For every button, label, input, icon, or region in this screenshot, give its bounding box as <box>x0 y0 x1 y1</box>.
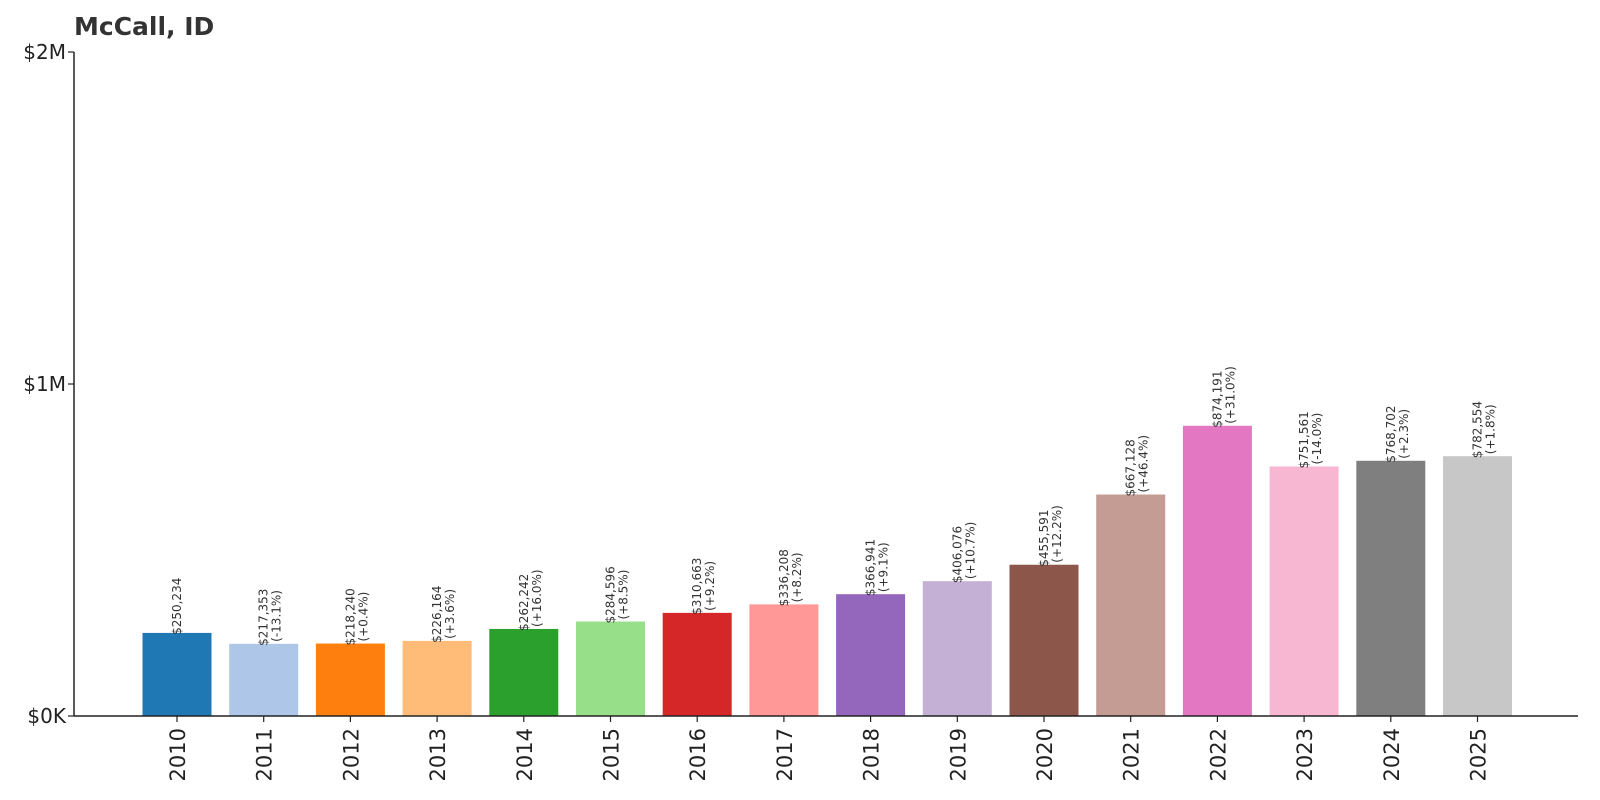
bar-2024 <box>1356 460 1426 716</box>
bars-layer <box>142 425 1512 716</box>
x-tick-label-2010: 2010 <box>166 728 190 781</box>
change-label-2014: (+16.0%) <box>530 569 544 627</box>
value-label-2020: $455,591 <box>1037 509 1051 566</box>
change-label-2021: (+46.4%) <box>1137 435 1151 493</box>
x-tick-label-2023: 2023 <box>1293 728 1317 781</box>
x-tick-label-2014: 2014 <box>513 728 537 781</box>
change-label-2018: (+9.1%) <box>877 542 891 592</box>
change-label-2016: (+9.2%) <box>703 561 717 611</box>
x-tick-label-2022: 2022 <box>1206 728 1230 781</box>
bar-2014 <box>489 628 559 716</box>
x-tick-label-2025: 2025 <box>1467 728 1491 781</box>
x-tick-label-2015: 2015 <box>600 728 624 781</box>
y-tick-label: $2M <box>23 40 66 64</box>
x-tick-label-2012: 2012 <box>339 728 363 781</box>
value-label-2019: $406,076 <box>950 526 964 583</box>
x-tick-label-2016: 2016 <box>686 728 710 781</box>
change-label-2025: (+1.8%) <box>1484 404 1498 454</box>
bar-2020 <box>1009 564 1079 716</box>
bar-2025 <box>1443 456 1512 716</box>
x-tick-label-2019: 2019 <box>946 728 970 781</box>
x-tick-label-2018: 2018 <box>860 728 884 781</box>
bar-2010 <box>142 632 212 716</box>
value-label-2025: $782,554 <box>1471 401 1485 458</box>
value-label-2017: $336,208 <box>777 549 791 606</box>
value-label-2018: $366,941 <box>864 539 878 596</box>
change-label-2015: (+8.5%) <box>617 570 631 620</box>
change-label-2013: (+3.6%) <box>443 589 457 639</box>
bar-2013 <box>402 640 472 716</box>
bar-2022 <box>1182 425 1252 716</box>
change-label-2020: (+12.2%) <box>1050 505 1064 563</box>
value-label-2022: $874,191 <box>1210 371 1224 428</box>
change-label-2024: (+2.3%) <box>1397 409 1411 459</box>
y-tick-label: $1M <box>23 372 66 396</box>
value-label-2023: $751,561 <box>1297 411 1311 468</box>
y-tick-label: $0K <box>27 704 66 728</box>
bar-2016 <box>662 612 732 716</box>
change-label-2022: (+31.0%) <box>1223 366 1237 424</box>
bar-2021 <box>1096 494 1166 716</box>
value-label-2012: $218,240 <box>343 588 357 645</box>
x-tick-label-2013: 2013 <box>426 728 450 781</box>
bar-2019 <box>922 581 992 716</box>
value-label-2016: $310,663 <box>690 558 704 615</box>
value-label-2011: $217,353 <box>257 589 271 646</box>
data-labels-layer: $250,234 $217,353 (-13.1%) $218,240 (+0.4%) $… <box>170 366 1498 646</box>
bar-2018 <box>836 594 906 716</box>
value-label-2014: $262,242 <box>517 574 531 631</box>
bar-2011 <box>229 643 299 716</box>
bar-2015 <box>576 621 645 716</box>
value-label-2024: $768,702 <box>1384 406 1398 463</box>
change-label-2019: (+10.7%) <box>963 522 977 580</box>
value-label-2013: $226,164 <box>430 586 444 643</box>
value-label-2010: $250,234 <box>170 578 184 635</box>
value-label-2015: $284,596 <box>604 566 618 623</box>
x-tick-label-2020: 2020 <box>1033 728 1057 781</box>
value-label-2021: $667,128 <box>1124 439 1138 496</box>
bar-2012 <box>315 643 385 716</box>
x-tick-label-2021: 2021 <box>1120 728 1144 781</box>
x-tick-label-2024: 2024 <box>1380 728 1404 781</box>
chart-title: McCall, ID <box>74 12 215 41</box>
x-tick-label-2011: 2011 <box>253 728 277 781</box>
axes-layer: 2010 2011 2012 2013 2014 2015 2016 2017 2018 2019… <box>23 40 1578 781</box>
change-label-2023: (-14.0%) <box>1310 413 1324 465</box>
bar-2023 <box>1269 466 1339 716</box>
bar-2017 <box>749 604 819 716</box>
change-label-2017: (+8.2%) <box>790 552 804 602</box>
change-label-2012: (+0.4%) <box>356 592 370 642</box>
x-tick-label-2017: 2017 <box>773 728 797 781</box>
change-label-2011: (-13.1%) <box>270 590 284 642</box>
